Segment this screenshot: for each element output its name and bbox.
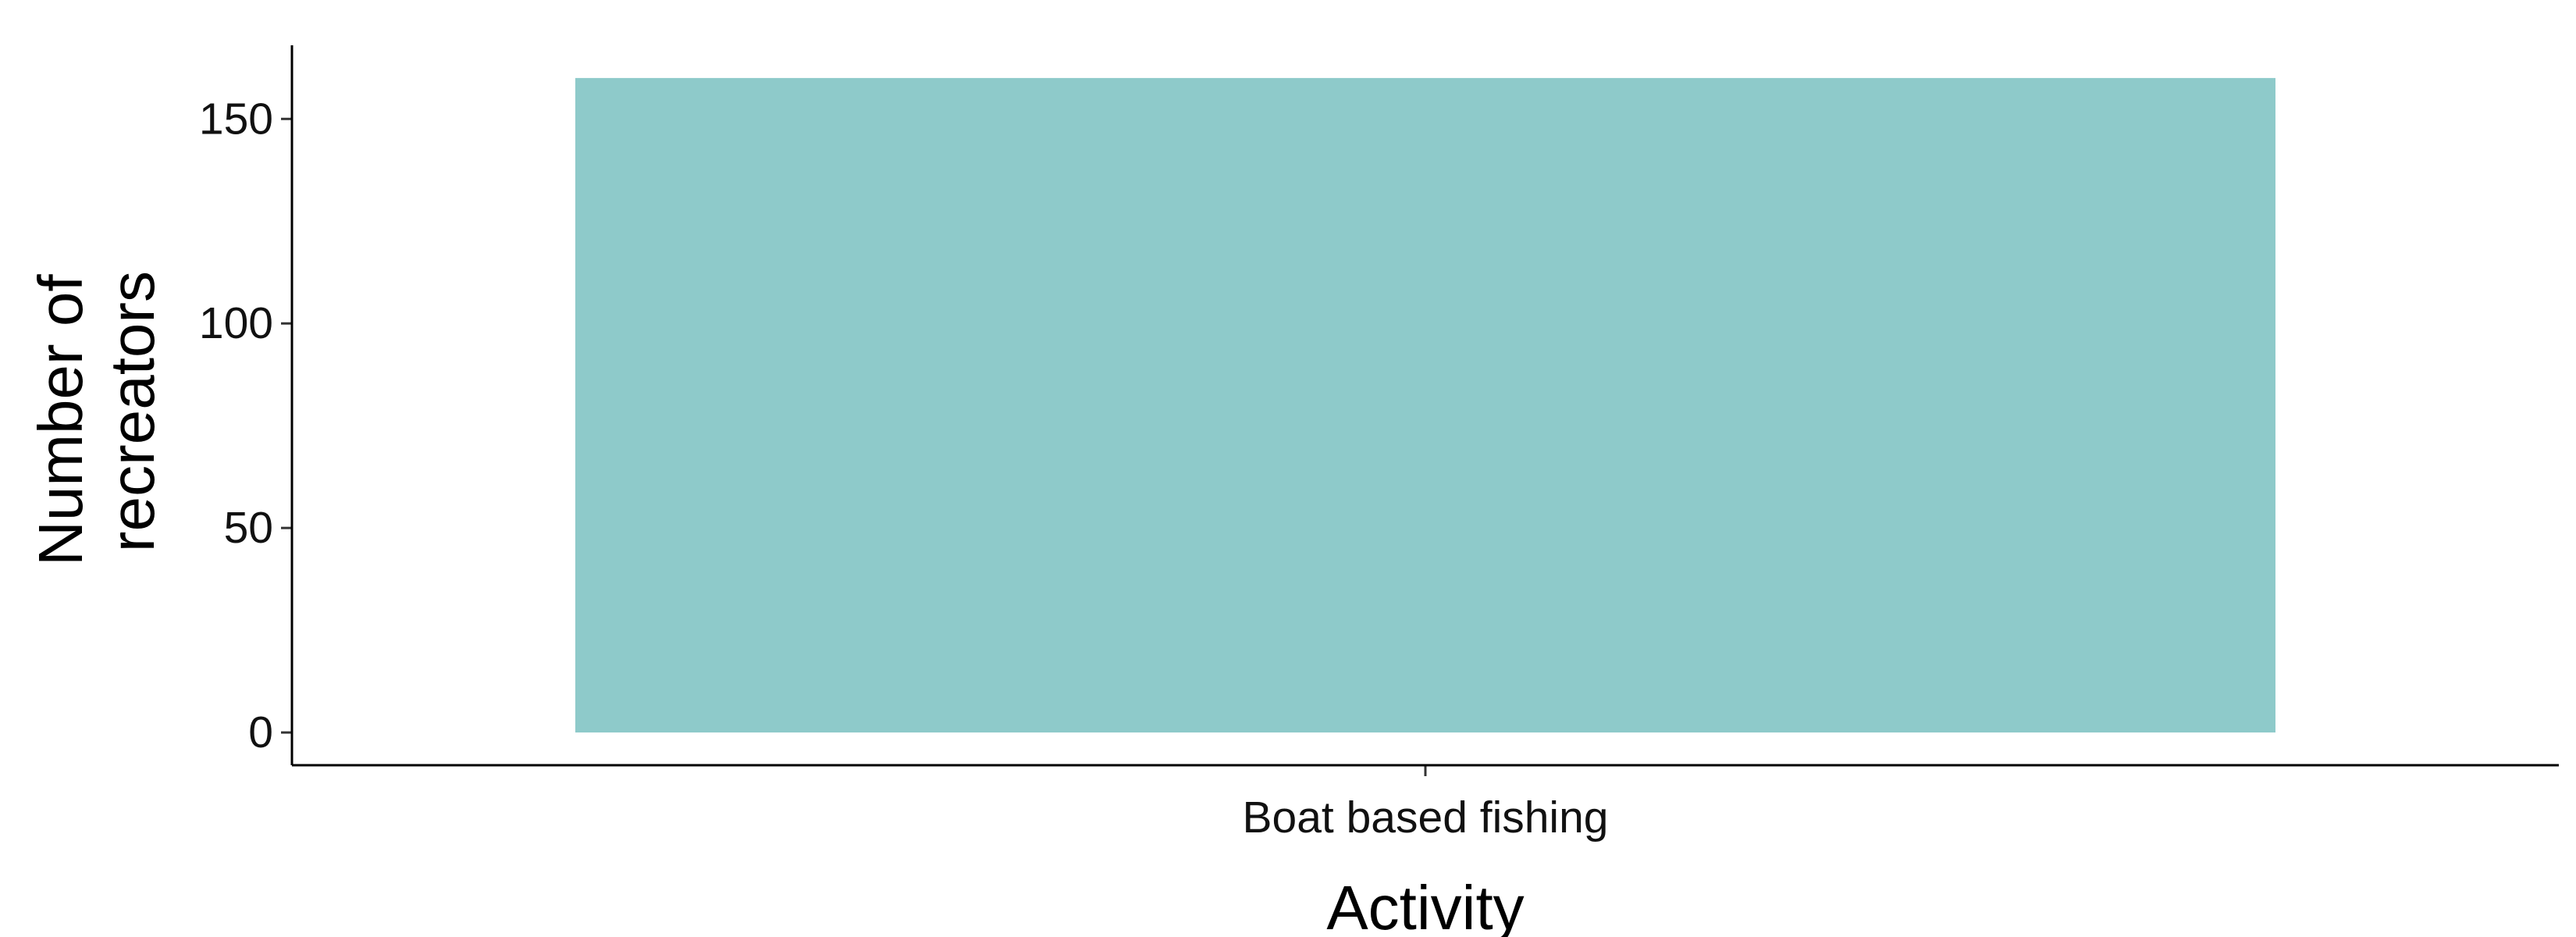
- y-tick-label: 100: [199, 298, 273, 348]
- y-tick-label: 0: [248, 707, 273, 757]
- y-axis-title: Number of recreators: [26, 257, 167, 566]
- y-axis-title-line-2: recreators: [98, 271, 167, 552]
- bar: [575, 77, 2275, 733]
- y-axis-title-line-1: Number of: [26, 274, 95, 566]
- y-axis-ticks: 0 50 100 150: [199, 94, 292, 757]
- x-axis-ticks: Boat based fishing: [1243, 765, 1609, 843]
- bars-group: [575, 77, 2275, 733]
- y-tick-label: 50: [224, 503, 273, 553]
- y-tick-label: 150: [199, 94, 273, 144]
- x-axis-title: Activity: [1326, 873, 1524, 937]
- x-tick-label: Boat based fishing: [1243, 793, 1609, 843]
